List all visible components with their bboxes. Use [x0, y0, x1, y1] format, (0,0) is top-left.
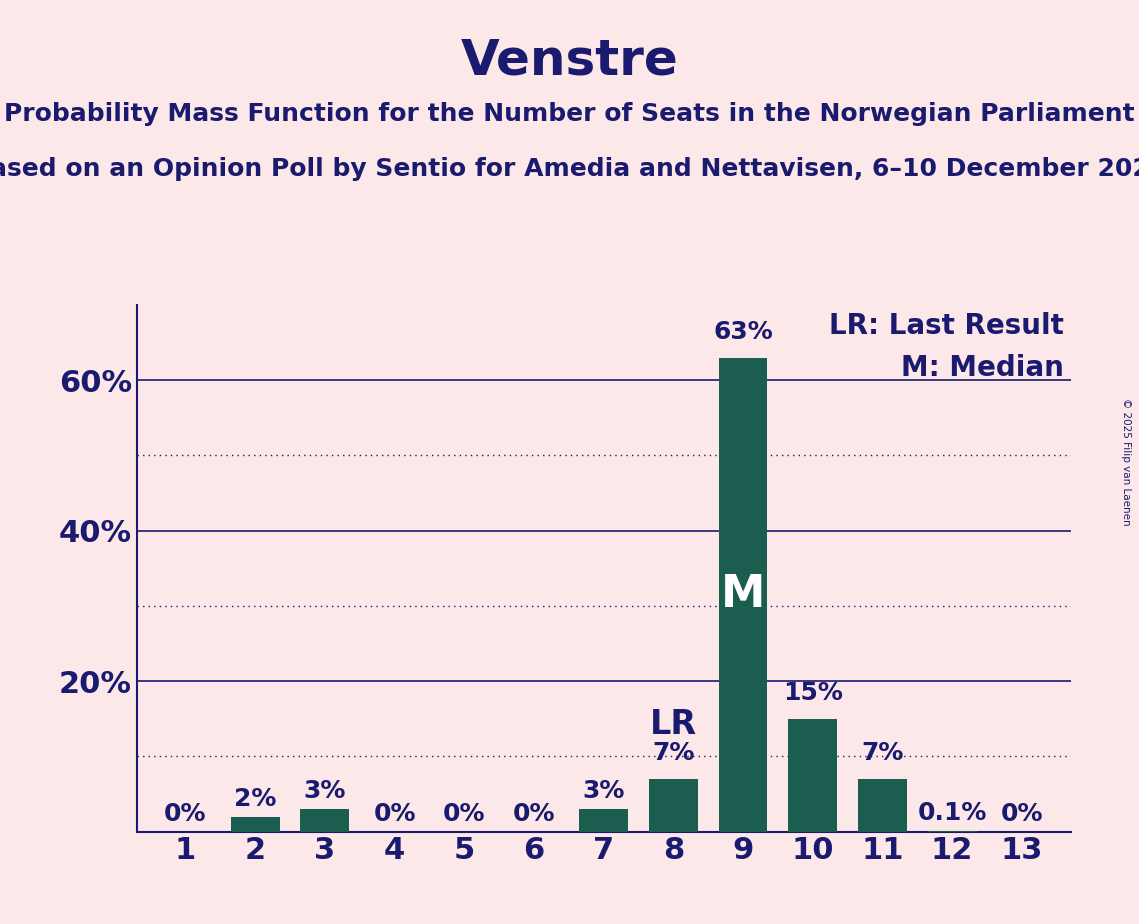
- Bar: [719, 358, 768, 832]
- Text: 0%: 0%: [1001, 802, 1043, 825]
- Text: M: Median: M: Median: [901, 354, 1064, 382]
- Bar: [231, 817, 279, 832]
- Text: 3%: 3%: [582, 779, 625, 803]
- Text: 0%: 0%: [443, 802, 485, 825]
- Text: 0%: 0%: [513, 802, 555, 825]
- Bar: [580, 809, 628, 832]
- Bar: [301, 809, 350, 832]
- Text: 3%: 3%: [304, 779, 346, 803]
- Text: Venstre: Venstre: [460, 37, 679, 85]
- Bar: [858, 779, 907, 832]
- Bar: [788, 719, 837, 832]
- Text: 0%: 0%: [164, 802, 206, 825]
- Text: Probability Mass Function for the Number of Seats in the Norwegian Parliament: Probability Mass Function for the Number…: [5, 102, 1134, 126]
- Text: 0.1%: 0.1%: [918, 801, 986, 825]
- Text: M: M: [721, 573, 765, 616]
- Text: © 2025 Filip van Laenen: © 2025 Filip van Laenen: [1121, 398, 1131, 526]
- Bar: [649, 779, 698, 832]
- Text: 7%: 7%: [653, 741, 695, 765]
- Text: 2%: 2%: [233, 786, 277, 810]
- Text: 63%: 63%: [713, 320, 773, 344]
- Text: LR: LR: [650, 709, 697, 741]
- Text: 7%: 7%: [861, 741, 903, 765]
- Text: 15%: 15%: [782, 681, 843, 705]
- Text: Based on an Opinion Poll by Sentio for Amedia and Nettavisen, 6–10 December 2022: Based on an Opinion Poll by Sentio for A…: [0, 157, 1139, 181]
- Text: LR: Last Result: LR: Last Result: [829, 312, 1064, 340]
- Text: 0%: 0%: [374, 802, 416, 825]
